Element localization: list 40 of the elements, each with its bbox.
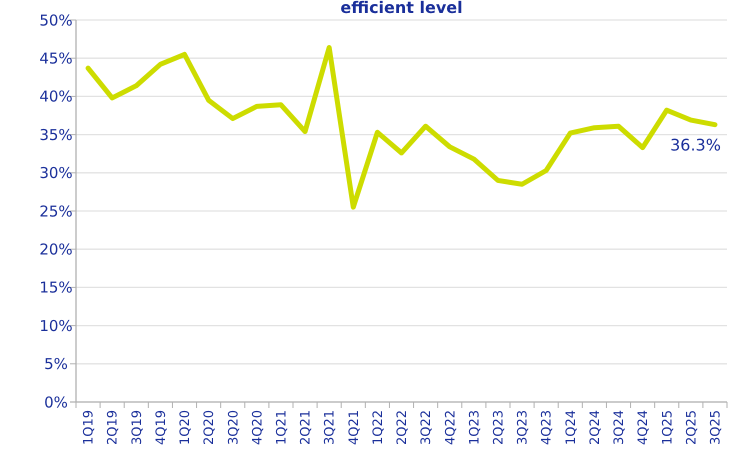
x-tick-label: 4Q19 [154,410,169,446]
x-tick-label: 1Q20 [178,410,194,446]
x-tick-label: 1Q23 [467,410,482,446]
x-tick-label: 3Q20 [226,410,242,446]
x-tick-label: 3Q22 [419,410,434,446]
x-tick-label: 1Q19 [82,410,97,446]
x-tick-label: 1Q24 [564,410,579,446]
y-tick-label: 20% [39,240,73,258]
y-tick-label: 50% [39,11,73,30]
x-tick-label: 2Q19 [106,410,121,446]
x-tick-label: 3Q25 [708,410,724,446]
y-tick-label: 30% [39,164,73,182]
y-tick-label: 40% [39,88,73,106]
x-tick-label: 4Q23 [540,410,555,446]
x-tick-label: 2Q22 [395,410,410,446]
x-tick-label: 3Q24 [612,410,628,446]
x-tick-label: 2Q25 [684,410,700,446]
chart-title: efficient level [340,0,463,17]
x-tick-label: 3Q21 [322,410,338,446]
y-tick-label: 10% [39,316,73,335]
x-tick-label: 3Q23 [516,410,531,446]
x-tick-label: 4Q22 [443,410,458,446]
x-tick-label: 2Q23 [491,410,506,446]
x-tick-label: 1Q25 [660,410,676,446]
y-tick-label: 25% [39,202,73,220]
y-tick-label: 15% [39,278,73,297]
y-tick-label: 5% [44,355,68,374]
x-tick-label: 1Q22 [370,410,386,446]
x-tick-label: 4Q21 [346,410,362,446]
x-tick-label: 3Q19 [130,410,145,446]
x-tick-label: 4Q20 [250,410,266,446]
y-tick-label: 0% [44,393,68,412]
x-tick-label: 1Q21 [274,410,290,446]
annotation: 36.3% [670,136,721,155]
y-tick-label: 35% [39,126,73,144]
x-tick-label: 2Q21 [298,410,314,446]
x-tick-label: 2Q20 [202,410,218,446]
x-tick-label: 2Q24 [588,410,603,446]
y-tick-label: 45% [39,49,73,68]
x-tick-label: 4Q24 [636,410,652,446]
